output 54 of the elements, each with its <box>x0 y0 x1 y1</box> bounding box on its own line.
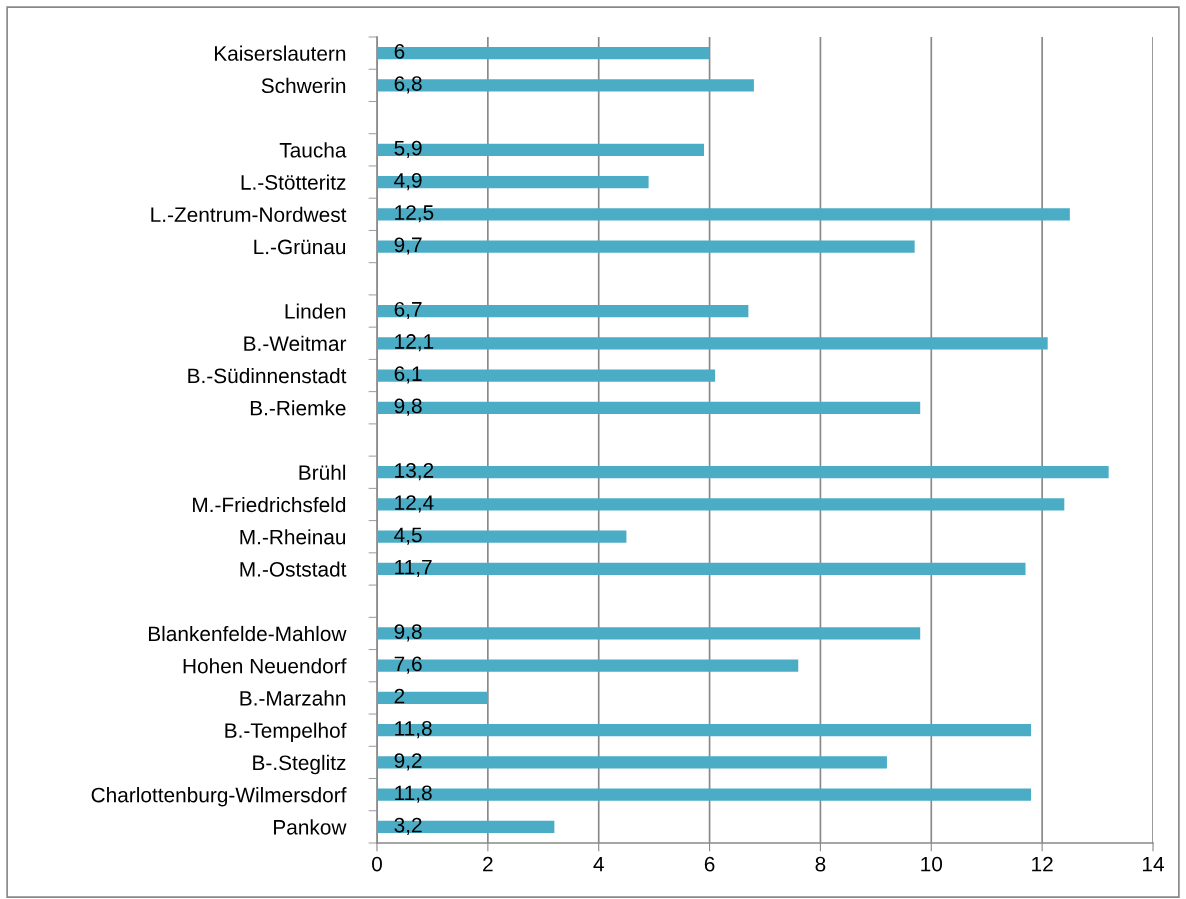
data-label: 4,5 <box>394 527 422 545</box>
y-tick-label: M.-Oststadt <box>240 561 347 577</box>
bar <box>377 562 1026 576</box>
data-label: 3,2 <box>394 817 422 835</box>
y-tick-label: Brühl <box>299 464 346 480</box>
data-label: 9,2 <box>394 753 422 771</box>
x-tick-label: 6 <box>704 856 715 872</box>
data-label: 13,2 <box>395 463 434 481</box>
data-label: 5,9 <box>394 140 422 158</box>
data-label: 4,9 <box>394 172 422 191</box>
data-label: 6,1 <box>394 366 422 384</box>
data-label: 9,8 <box>394 398 422 416</box>
data-label: 11,7 <box>395 560 432 578</box>
data-label: 6,8 <box>394 76 422 94</box>
bar <box>377 175 649 189</box>
y-tick-label: B-.Steglitz <box>253 754 346 775</box>
x-tick-label: 4 <box>593 856 604 872</box>
x-tick-label: 2 <box>483 856 493 872</box>
y-tick-label: M.-Rheinau <box>240 529 346 545</box>
bar <box>377 46 710 60</box>
data-label: 12,1 <box>395 334 434 352</box>
x-tick-label: 0 <box>372 856 382 872</box>
x-tick-label: 14 <box>1143 856 1164 872</box>
x-tick-label: 8 <box>815 856 826 872</box>
data-label: 12,5 <box>395 205 434 223</box>
y-tick-label: B.-Riemke <box>250 400 346 416</box>
y-tick-label: Schwerin <box>261 77 346 94</box>
y-tick-label: Pankow <box>274 819 347 835</box>
bar <box>377 304 749 318</box>
data-label: 12,4 <box>395 495 434 513</box>
y-tick-label: M.-Friedrichsfeld <box>193 496 346 513</box>
data-label: 7,6 <box>394 656 422 674</box>
y-tick-label: L.-Stötteritz <box>241 174 346 190</box>
data-label: 9,8 <box>394 624 422 642</box>
y-tick-label: B.-Marzahn <box>240 690 346 706</box>
x-tick-label: 10 <box>921 856 943 872</box>
data-label: 9,7 <box>394 237 422 255</box>
y-tick-label: Blankenfelde-Mahlow <box>148 625 347 642</box>
y-tick-label: Charlottenburg-Wilmersdorf <box>91 787 347 807</box>
y-tick-label: B.-Südinnenstadt <box>188 367 347 384</box>
data-label: 6,7 <box>394 301 422 320</box>
y-tick-label: Linden <box>285 303 346 319</box>
data-label: 11,8 <box>395 721 432 739</box>
data-label: 6 <box>394 43 405 59</box>
data-label: 11,8 <box>395 785 432 803</box>
y-tick-label: L.-Grünau <box>254 239 346 255</box>
y-tick-label: Kaiserslautern <box>214 45 346 61</box>
y-tick-label: Hohen Neuendorf <box>183 658 347 674</box>
x-tick-label: 12 <box>1032 856 1053 872</box>
y-tick-label: B.-Weitmar <box>244 335 347 352</box>
data-label: 2 <box>394 688 405 704</box>
y-tick-label: L.-Zentrum-Nordwest <box>151 206 347 223</box>
y-tick-label: B.-Tempelhof <box>225 722 347 743</box>
y-tick-label: Taucha <box>279 142 347 158</box>
